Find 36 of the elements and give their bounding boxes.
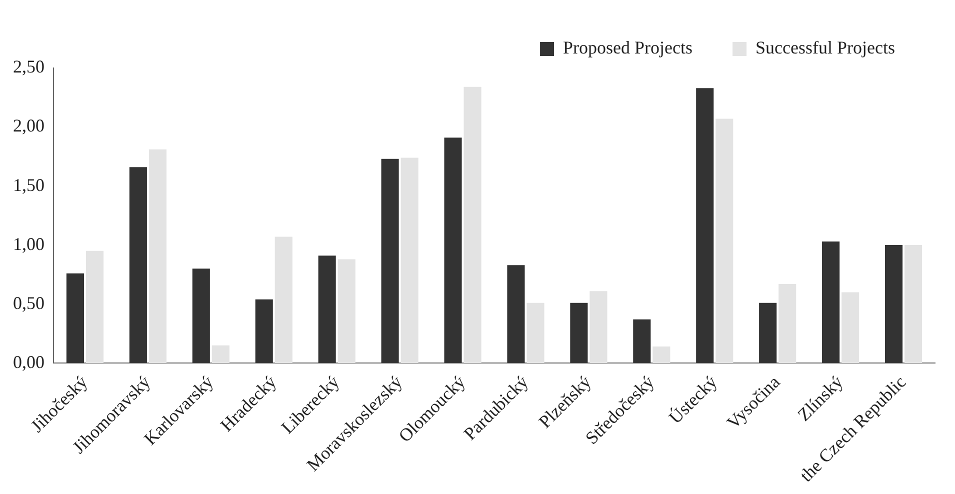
y-tick-label: 2,00 bbox=[13, 116, 44, 136]
bar bbox=[212, 345, 230, 364]
bar bbox=[444, 138, 462, 364]
bar bbox=[570, 302, 588, 364]
bar bbox=[66, 273, 84, 364]
legend-label: Successful Projects bbox=[756, 38, 896, 58]
bar bbox=[759, 302, 777, 364]
bar bbox=[590, 291, 608, 364]
bar bbox=[255, 299, 273, 364]
bar bbox=[652, 346, 670, 364]
bar bbox=[526, 302, 544, 364]
bar bbox=[716, 118, 734, 364]
y-tick-label: 1,50 bbox=[13, 174, 44, 195]
bar bbox=[778, 284, 796, 364]
bar bbox=[822, 241, 840, 364]
bar bbox=[318, 256, 336, 364]
bar bbox=[274, 236, 292, 364]
bar bbox=[148, 149, 166, 364]
bar bbox=[400, 158, 418, 364]
y-tick-label: 2,50 bbox=[13, 56, 44, 77]
bar bbox=[696, 88, 714, 364]
legend-label: Proposed Projects bbox=[563, 38, 693, 58]
bar bbox=[192, 268, 210, 364]
y-tick-label: 0,50 bbox=[13, 292, 44, 313]
y-tick-label: 1,00 bbox=[13, 234, 44, 254]
bar bbox=[842, 292, 860, 364]
y-tick-label: 0,00 bbox=[13, 352, 44, 372]
bar bbox=[129, 167, 147, 364]
bar bbox=[381, 158, 399, 364]
bar bbox=[86, 250, 104, 364]
bar bbox=[633, 319, 651, 364]
bar bbox=[338, 259, 356, 364]
bar bbox=[884, 245, 903, 364]
bar bbox=[464, 86, 482, 364]
bar bbox=[507, 265, 525, 364]
bar bbox=[904, 245, 922, 364]
